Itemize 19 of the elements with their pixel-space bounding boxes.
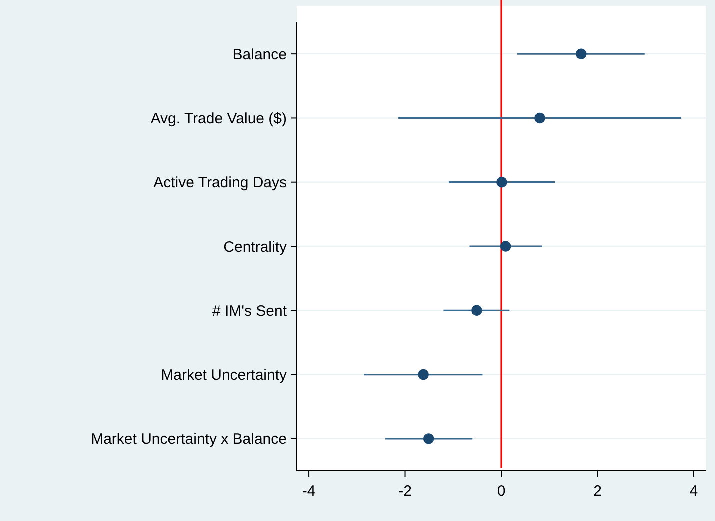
x-tick-label: 4 [690, 483, 698, 500]
point [496, 177, 508, 188]
y-tick-label: Active Trading Days [154, 174, 287, 192]
x-tick-label: 0 [497, 483, 506, 500]
y-tick-label: Centrality [224, 238, 288, 256]
y-tick-label: Avg. Trade Value ($) [150, 110, 288, 128]
point [423, 434, 434, 444]
y-tick-label: Market Uncertainty x Balance [91, 431, 287, 448]
point [534, 112, 546, 124]
point [500, 241, 512, 252]
point [576, 48, 587, 60]
x-tick-label: -2 [398, 483, 412, 500]
y-tick-label: Market Uncertainty [161, 367, 288, 384]
x-tick-label: -4 [302, 483, 316, 500]
y-tick-label: Balance [232, 46, 287, 64]
point [418, 369, 429, 380]
x-tick-label: 2 [594, 483, 602, 500]
y-tick-label: # IM's Sent [212, 302, 288, 320]
point [472, 305, 482, 316]
